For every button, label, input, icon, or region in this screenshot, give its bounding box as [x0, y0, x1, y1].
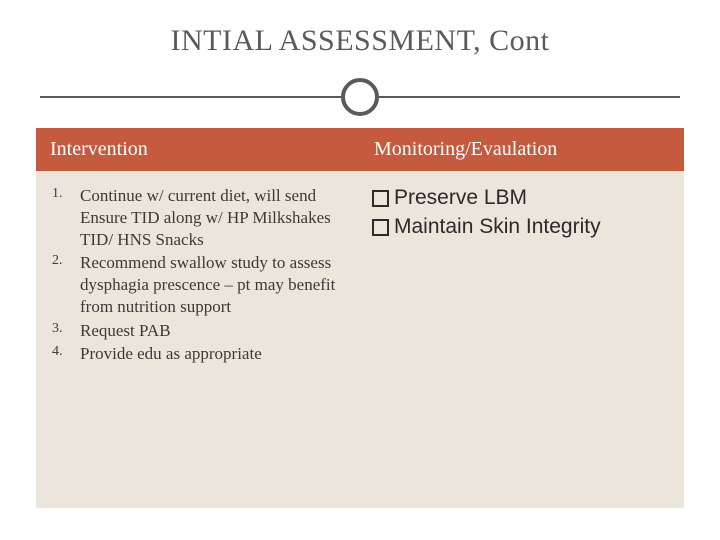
- left-column-header: Intervention: [36, 128, 360, 171]
- list-item: Maintain Skin Integrity: [370, 214, 674, 241]
- intervention-list: Continue w/ current diet, will send Ensu…: [46, 185, 350, 365]
- content-columns: Intervention Continue w/ current diet, w…: [36, 128, 684, 508]
- right-column-header: Monitoring/Evaulation: [360, 128, 684, 171]
- list-item: Continue w/ current diet, will send Ensu…: [46, 185, 350, 250]
- monitoring-list: Preserve LBM Maintain Skin Integrity: [370, 185, 674, 241]
- left-column: Intervention Continue w/ current diet, w…: [36, 128, 360, 508]
- left-column-body: Continue w/ current diet, will send Ensu…: [36, 171, 360, 508]
- page-title: INTIAL ASSESSMENT, Cont: [0, 24, 720, 58]
- list-item: Provide edu as appropriate: [46, 343, 350, 365]
- title-area: INTIAL ASSESSMENT, Cont: [0, 0, 720, 74]
- right-column: Monitoring/Evaulation Preserve LBM Maint…: [360, 128, 684, 508]
- list-item: Recommend swallow study to assess dyspha…: [46, 252, 350, 317]
- circle-ornament: [341, 78, 379, 116]
- list-item: Preserve LBM: [370, 185, 674, 212]
- right-column-body: Preserve LBM Maintain Skin Integrity: [360, 171, 684, 508]
- slide: INTIAL ASSESSMENT, Cont Intervention Con…: [0, 0, 720, 540]
- list-item: Request PAB: [46, 320, 350, 342]
